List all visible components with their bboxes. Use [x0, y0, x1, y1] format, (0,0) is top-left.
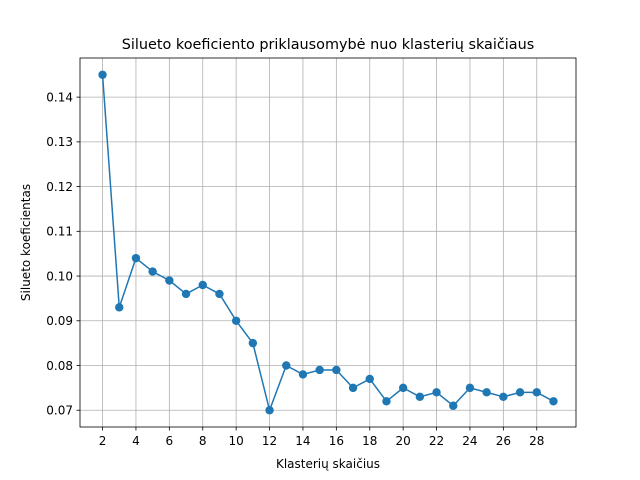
data-point-marker: [515, 388, 525, 397]
data-point-marker: [465, 383, 475, 393]
x-tick-label: 20: [396, 434, 411, 448]
y-tick-label: 0.10: [46, 269, 73, 283]
data-point-marker: [499, 392, 508, 402]
data-point-marker: [231, 316, 241, 325]
data-point-marker: [532, 388, 541, 397]
data-point-marker: [332, 365, 341, 375]
y-tick-label: 0.08: [46, 359, 73, 373]
data-point-marker: [398, 383, 408, 393]
data-point-marker: [131, 253, 141, 263]
y-tick-label: 0.12: [46, 180, 73, 194]
data-point-marker: [98, 70, 107, 79]
x-tick-label: 14: [295, 434, 310, 448]
series-line: [101, 74, 554, 411]
data-point-marker: [165, 276, 174, 285]
y-axis-ticks: 0.07 0.08 0.09 0.10 0.11 0.12 0.13 0.14: [46, 90, 80, 418]
x-tick-label: 8: [199, 434, 207, 448]
y-tick-label: 0.13: [46, 135, 73, 149]
data-point-marker: [298, 370, 308, 379]
x-tick-label: 10: [229, 434, 244, 448]
data-point-marker: [365, 374, 374, 384]
x-tick-label: 12: [262, 434, 277, 448]
series-line-group: [98, 70, 558, 415]
data-point-marker: [382, 397, 391, 406]
y-tick-label: 0.11: [46, 225, 73, 239]
y-axis-label: Silueto koeficientas: [19, 184, 33, 301]
data-point-marker: [265, 406, 274, 415]
y-tick-label: 0.07: [46, 404, 73, 418]
data-point-marker: [549, 397, 558, 406]
grid-lines: [80, 58, 576, 427]
data-point-marker: [315, 365, 324, 375]
chart-title: Silueto koeficiento priklausomybė nuo kl…: [122, 37, 534, 53]
x-tick-label: 2: [99, 434, 107, 448]
data-point-marker: [115, 303, 124, 312]
plot-frame: [79, 57, 577, 428]
x-tick-label: 22: [429, 434, 444, 448]
x-tick-label: 24: [462, 434, 477, 448]
data-point-marker: [449, 401, 458, 410]
x-tick-label: 16: [329, 434, 344, 448]
x-axis-ticks: 2 4 6 8 10 12 14 16 18 20 22 24 26 28: [99, 427, 544, 448]
data-point-marker: [282, 361, 291, 370]
data-point-marker: [215, 289, 224, 299]
x-tick-label: 6: [166, 434, 174, 448]
data-point-marker: [348, 383, 358, 393]
data-point-marker: [415, 392, 425, 402]
data-point-marker: [181, 289, 191, 299]
y-tick-label: 0.09: [46, 314, 73, 328]
data-point-marker: [432, 388, 441, 397]
y-tick-label: 0.14: [46, 90, 73, 104]
data-point-marker: [248, 338, 258, 348]
x-tick-label: 28: [529, 434, 544, 448]
x-tick-label: 26: [496, 434, 511, 448]
data-point-marker: [198, 280, 207, 290]
data-point-marker: [482, 388, 491, 397]
x-tick-label: 18: [362, 434, 377, 448]
x-tick-label: 4: [132, 434, 140, 448]
x-axis-label: Klasterių skaičius: [276, 457, 380, 471]
data-point-marker: [148, 267, 157, 276]
